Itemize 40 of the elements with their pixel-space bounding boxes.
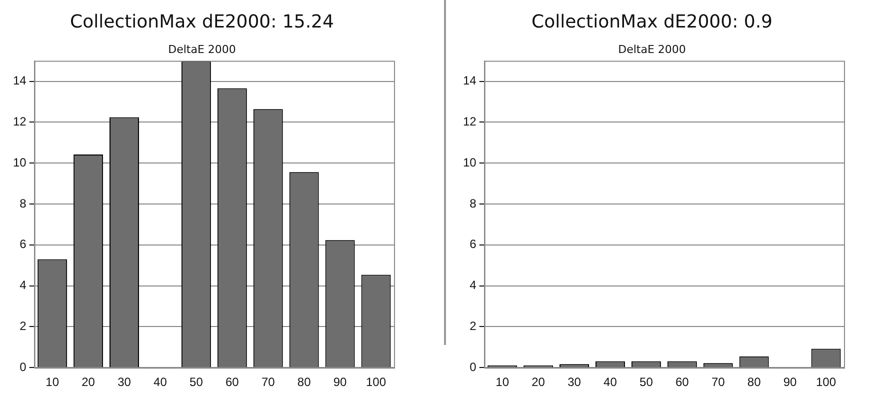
y-tick-label: 0 (470, 360, 477, 374)
x-tick-label: 40 (154, 375, 168, 390)
x-tick-label: 90 (333, 375, 348, 390)
y-tick-label: 14 (12, 74, 27, 88)
x-tick-label: 10 (46, 375, 60, 390)
x-tick-label: 10 (496, 375, 510, 390)
x-tick-label: 80 (747, 375, 762, 390)
x-tick-label: 60 (225, 375, 240, 390)
y-tick-label: 10 (462, 155, 477, 170)
y-tick-label: 8 (470, 196, 477, 210)
x-tick-label: 40 (604, 375, 618, 390)
x-tick-label: 50 (640, 375, 654, 390)
y-tick-label: 12 (12, 114, 27, 128)
x-tick-label: 50 (190, 375, 204, 390)
y-tick-label: 12 (462, 114, 477, 128)
y-tick-label: 2 (470, 319, 477, 334)
x-tick-label: 90 (783, 375, 798, 390)
x-tick-label: 100 (366, 375, 386, 390)
y-tick-label: 14 (462, 74, 477, 88)
x-tick-label: 30 (118, 375, 132, 390)
x-tick-label: 100 (816, 375, 836, 390)
y-tick-label: 6 (470, 237, 477, 252)
chart-title: CollectionMax dE2000: 15.24 (70, 11, 334, 32)
y-tick-label: 4 (20, 278, 27, 292)
x-tick-label: 70 (711, 375, 726, 390)
chart-subtitle: DeltaE 2000 (618, 43, 686, 56)
x-tick-label: 70 (261, 375, 276, 390)
y-tick-label: 8 (20, 196, 27, 210)
y-tick-label: 10 (12, 155, 27, 170)
y-tick-label: 2 (20, 319, 27, 334)
x-tick-label: 20 (82, 375, 96, 390)
x-tick-label: 80 (297, 375, 312, 390)
x-tick-label: 60 (675, 375, 690, 390)
chart-title: CollectionMax dE2000: 0.9 (532, 11, 772, 32)
x-tick-label: 20 (532, 375, 546, 390)
y-tick-label: 6 (20, 237, 27, 252)
y-tick-label: 4 (470, 278, 477, 292)
chart-subtitle: DeltaE 2000 (168, 43, 236, 56)
y-tick-label: 0 (20, 360, 27, 374)
x-tick-label: 30 (568, 375, 582, 390)
